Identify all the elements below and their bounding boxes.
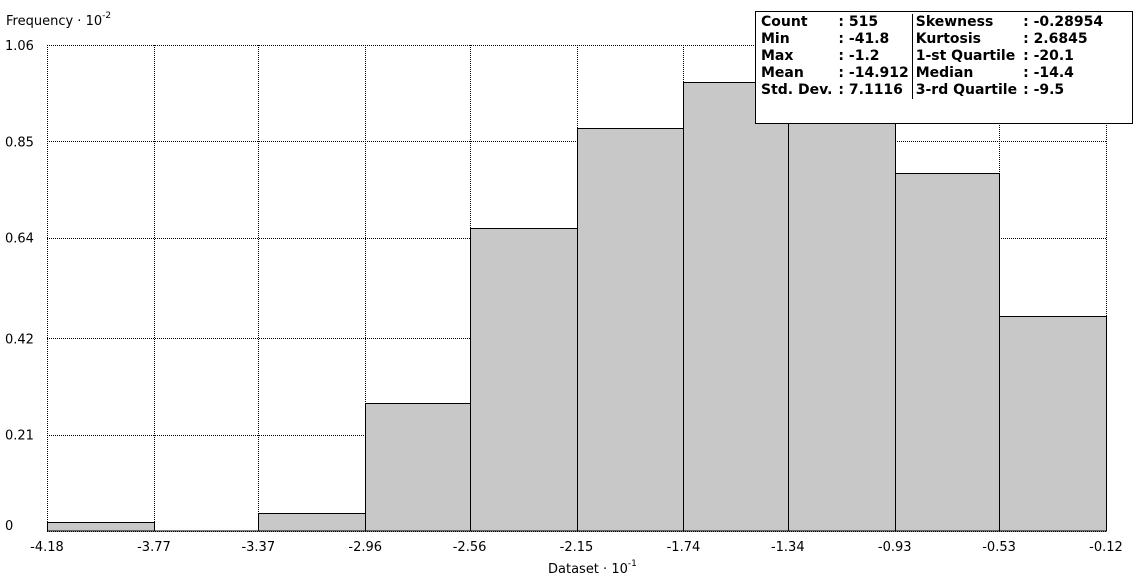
histogram-bar <box>788 86 896 532</box>
x-tick-label: -0.12 <box>1089 540 1123 555</box>
x-tick-label: -0.93 <box>878 540 912 555</box>
stat-value: : 515 <box>835 14 913 31</box>
histogram-bar <box>895 173 1000 532</box>
x-tick-label: -3.37 <box>241 540 275 555</box>
x-tick-label: -2.15 <box>560 540 594 555</box>
stat-label: Count <box>761 14 808 30</box>
y-tick-label: 0.21 <box>5 429 34 444</box>
stat-label: 1-st Quartile <box>915 48 1016 64</box>
histogram-bar <box>470 228 578 532</box>
stat-value: : -0.28954 <box>1023 14 1104 30</box>
x-axis-label: Dataset · 10-1 <box>548 559 637 577</box>
x-tick-label: -4.18 <box>30 540 64 555</box>
stats-row: Max : -1.2 1-st Quartile : -20.1 <box>758 48 1106 65</box>
y-tick-label: 0.64 <box>5 232 34 247</box>
x-tick-label: -1.34 <box>771 540 805 555</box>
stat-value: : -41.8 <box>835 31 913 48</box>
y-tick-labels: 0 0.21 0.42 0.64 0.85 1.06 <box>5 39 34 534</box>
histogram-bar <box>258 513 366 532</box>
histogram-bar <box>683 82 789 532</box>
statistics-table: Count : 515 Skewness : -0.28954 Min : -41.8 Ku… <box>758 14 1106 99</box>
stat-value: : -14.4 <box>1023 65 1074 81</box>
statistics-panel: Count : 515 Skewness : -0.28954 Min : -41.8 Ku… <box>755 11 1133 124</box>
stat-label: Skewness <box>915 14 994 30</box>
x-tick-label: -2.56 <box>453 540 487 555</box>
stat-value: : -20.1 <box>1023 48 1074 64</box>
stat-value: : -14.912 <box>835 65 913 82</box>
x-tick-labels: -4.18 -3.77 -3.37 -2.96 -2.56 -2.15 -1.74 -1.34… <box>30 540 1123 555</box>
stat-value: : 2.6845 <box>1023 31 1088 47</box>
histogram-bar <box>577 128 684 532</box>
x-tick-label: -0.53 <box>982 540 1016 555</box>
stat-value: : -1.2 <box>835 48 913 65</box>
y-axis-label: Frequency · 10-2 <box>6 11 111 29</box>
stat-label: 3-rd Quartile <box>915 82 1018 98</box>
stat-value: : 7.1116 <box>835 82 913 99</box>
stats-row: Std. Dev.: 7.1116 3-rd Quartile : -9.5 <box>758 82 1106 99</box>
stat-label: Min <box>761 31 790 47</box>
stat-value: : -9.5 <box>1023 82 1065 98</box>
stat-label: Mean <box>761 65 804 81</box>
y-tick-label: 0.42 <box>5 332 34 347</box>
histogram-bar <box>47 522 155 532</box>
stat-label: Std. Dev. <box>761 82 833 98</box>
stat-label: Max <box>761 48 794 64</box>
stat-label: Median <box>915 65 974 81</box>
stat-label: Kurtosis <box>915 31 981 47</box>
histogram-bar <box>999 316 1107 532</box>
stats-row: Mean : -14.912 Median : -14.4 <box>758 65 1106 82</box>
histogram-bar <box>365 403 471 532</box>
x-tick-label: -1.74 <box>667 540 701 555</box>
y-tick-label: 0 <box>5 519 13 534</box>
x-tick-label: -2.96 <box>348 540 382 555</box>
y-tick-label: 1.06 <box>5 39 34 54</box>
x-tick-label: -3.77 <box>137 540 171 555</box>
stats-row: Count : 515 Skewness : -0.28954 <box>758 14 1106 31</box>
y-tick-label: 0.85 <box>5 135 34 150</box>
stats-row: Min : -41.8 Kurtosis : 2.6845 <box>758 31 1106 48</box>
bars <box>47 82 1107 532</box>
